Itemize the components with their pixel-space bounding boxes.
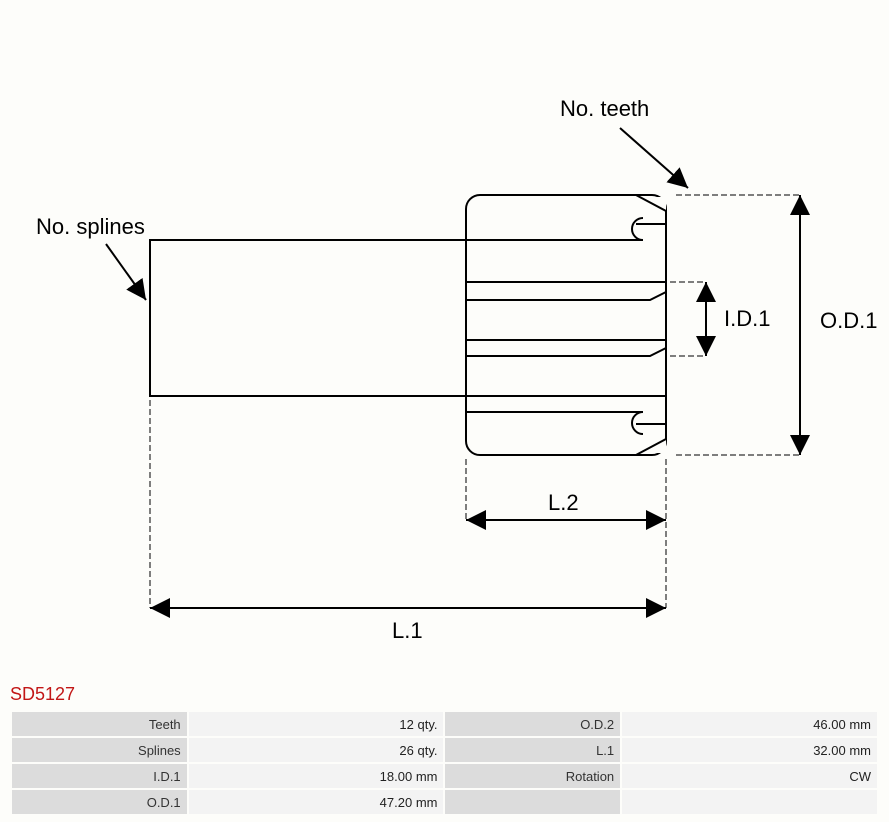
spec-value: 46.00 mm: [622, 712, 877, 736]
table-row: Teeth12 qty.O.D.246.00 mm: [12, 712, 877, 736]
spec-key: O.D.1: [12, 790, 187, 814]
part-number: SD5127: [10, 684, 75, 705]
spec-value: 18.00 mm: [189, 764, 444, 788]
svg-text:L.2: L.2: [548, 490, 579, 515]
table-row: O.D.147.20 mm: [12, 790, 877, 814]
table-row: Splines26 qty.L.132.00 mm: [12, 738, 877, 762]
svg-text:No. teeth: No. teeth: [560, 96, 649, 121]
spec-value: 47.20 mm: [189, 790, 444, 814]
spec-key: I.D.1: [12, 764, 187, 788]
technical-diagram: O.D.1 I.D.1 L.2 L.1 No. teeth No. splines: [0, 4, 889, 676]
svg-text:I.D.1: I.D.1: [724, 306, 770, 331]
svg-text:No. splines: No. splines: [36, 214, 145, 239]
spec-value: 26 qty.: [189, 738, 444, 762]
spec-value: CW: [622, 764, 877, 788]
spec-value: 12 qty.: [189, 712, 444, 736]
spec-key: Teeth: [12, 712, 187, 736]
spec-key: [445, 790, 620, 814]
spec-key: Splines: [12, 738, 187, 762]
spec-key: Rotation: [445, 764, 620, 788]
diagram-svg: O.D.1 I.D.1 L.2 L.1 No. teeth No. splines: [0, 4, 889, 676]
spec-table: Teeth12 qty.O.D.246.00 mmSplines26 qty.L…: [10, 710, 879, 816]
spec-value: [622, 790, 877, 814]
svg-text:L.1: L.1: [392, 618, 423, 643]
spec-key: O.D.2: [445, 712, 620, 736]
svg-text:O.D.1: O.D.1: [820, 308, 877, 333]
spec-key: L.1: [445, 738, 620, 762]
table-row: I.D.118.00 mmRotationCW: [12, 764, 877, 788]
spec-value: 32.00 mm: [622, 738, 877, 762]
